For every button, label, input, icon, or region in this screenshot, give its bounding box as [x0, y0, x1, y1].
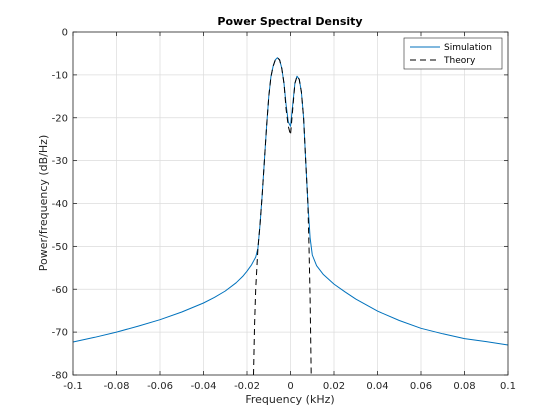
legend-label-theory: Theory — [443, 56, 476, 66]
legend: Simulation Theory — [403, 37, 503, 70]
y-axis-title: Power/frequency (dB/Hz) — [37, 135, 50, 272]
y-tick-label: -50 — [52, 242, 68, 253]
y-tick-label: -10 — [52, 70, 68, 81]
x-tick-label: 0.04 — [366, 381, 388, 392]
x-tick-label: 0.1 — [500, 381, 516, 392]
x-tick-label: -0.1 — [63, 381, 83, 392]
legend-label-simulation: Simulation — [444, 43, 492, 53]
legend-box — [403, 37, 503, 70]
series-line-theory — [253, 57, 312, 376]
x-axis-title: Frequency (kHz) — [245, 393, 334, 406]
chart-title: Power Spectral Density — [217, 15, 362, 28]
y-tick-label: -30 — [52, 156, 68, 167]
x-tick-label: 0.02 — [323, 381, 345, 392]
x-tick-label: -0.02 — [234, 381, 260, 392]
x-tick-label: -0.04 — [191, 381, 217, 392]
series-lines — [72, 57, 509, 376]
x-tick-label: 0.08 — [453, 381, 475, 392]
x-tick-label: -0.06 — [147, 381, 173, 392]
axis-ticks: -0.1 -0.08 -0.06 -0.04 -0.02 0 0.02 0.04 0.06 0.0… — [52, 28, 516, 393]
series-line-simulation — [72, 57, 509, 346]
y-tick-label: -40 — [52, 199, 68, 210]
y-tick-label: -20 — [52, 113, 68, 124]
x-tick-label: -0.08 — [104, 381, 130, 392]
y-tick-label: -70 — [52, 328, 68, 339]
y-tick-label: -80 — [52, 371, 68, 382]
y-tick-label: 0 — [62, 28, 68, 39]
y-tick-label: -60 — [52, 285, 68, 296]
x-tick-label: 0 — [287, 381, 293, 392]
x-tick-label: 0.06 — [410, 381, 432, 392]
